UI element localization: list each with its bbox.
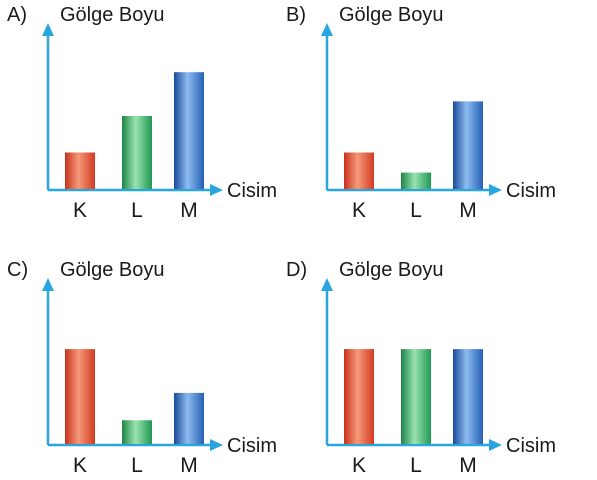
category-label-m: M	[459, 454, 477, 477]
chart-option-b: B) Gölge Boyu Cisim K L M	[286, 4, 556, 222]
bar-l	[122, 420, 152, 444]
bar-m	[174, 72, 204, 189]
bar-k	[344, 152, 374, 189]
bar-l	[122, 116, 152, 189]
x-axis-arrow-icon	[489, 439, 502, 451]
category-label-l: L	[131, 454, 143, 477]
category-label-l: L	[410, 454, 422, 477]
y-axis-title: Gölge Boyu	[339, 4, 444, 26]
category-label-k: K	[73, 454, 87, 477]
x-axis-arrow-icon	[210, 439, 223, 451]
category-label-l: L	[131, 199, 143, 222]
x-axis-title: Cisim	[227, 180, 277, 202]
y-axis-title: Gölge Boyu	[60, 259, 165, 281]
option-label: C)	[7, 259, 28, 281]
bar-m	[453, 349, 483, 444]
bar-l	[401, 349, 431, 444]
y-axis-arrow-icon	[42, 23, 54, 36]
x-axis-arrow-icon	[210, 184, 223, 196]
bar-k	[65, 349, 95, 444]
x-axis-title: Cisim	[506, 180, 556, 202]
bar-k	[344, 349, 374, 444]
bar-m	[174, 392, 204, 444]
category-label-m: M	[180, 454, 198, 477]
y-axis-title: Gölge Boyu	[339, 259, 444, 281]
y-axis-arrow-icon	[42, 278, 54, 291]
chart-option-c: C) Gölge Boyu Cisim K L M	[7, 259, 277, 477]
x-axis-arrow-icon	[489, 184, 502, 196]
category-label-m: M	[180, 199, 198, 222]
x-axis-title: Cisim	[506, 435, 556, 457]
category-label-k: K	[73, 199, 87, 222]
category-label-k: K	[352, 454, 366, 477]
bar-k	[65, 152, 95, 189]
y-axis-arrow-icon	[321, 278, 333, 291]
bar-l	[401, 172, 431, 189]
option-label: B)	[286, 4, 306, 26]
option-label: A)	[7, 4, 27, 26]
category-label-m: M	[459, 199, 477, 222]
y-axis-title: Gölge Boyu	[60, 4, 165, 26]
chart-option-a: A) Gölge Boyu Cisim K L M	[7, 4, 277, 222]
category-label-k: K	[352, 199, 366, 222]
option-label: D)	[286, 259, 307, 281]
y-axis-arrow-icon	[321, 23, 333, 36]
category-label-l: L	[410, 199, 422, 222]
chart-option-d: D) Gölge Boyu Cisim K L M	[286, 259, 556, 477]
x-axis-title: Cisim	[227, 435, 277, 457]
bar-m	[453, 101, 483, 189]
